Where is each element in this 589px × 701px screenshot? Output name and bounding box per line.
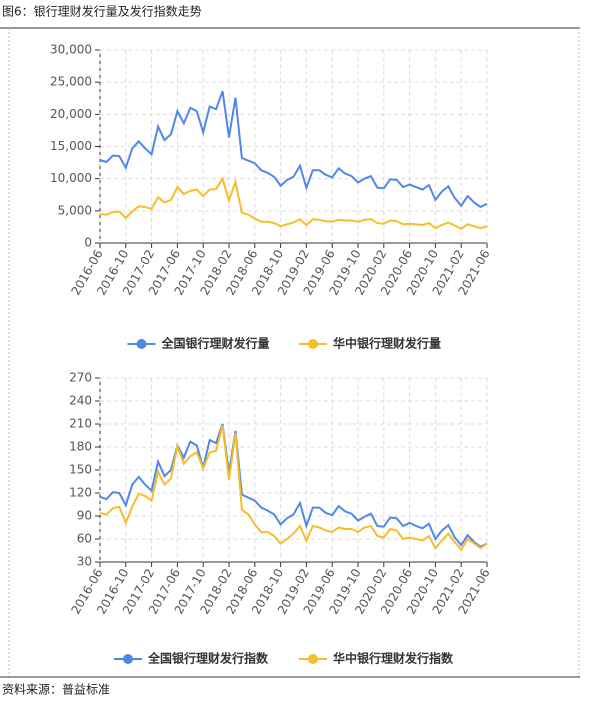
legend-marker — [123, 654, 133, 664]
source-note: 资料来源：普益标准 — [2, 683, 110, 697]
y-tick-label: 270 — [69, 371, 92, 385]
y-tick-label: 30 — [77, 555, 92, 569]
y-tick-label: 90 — [77, 509, 92, 523]
series-line — [99, 176, 488, 231]
figure-title: 图6：银行理财发行量及发行指数走势 — [2, 4, 202, 19]
y-tick-label: 120 — [69, 486, 92, 500]
y-tick-label: 180 — [69, 440, 92, 454]
legend-marker — [308, 654, 318, 664]
legend-label: 全国银行理财发行量 — [161, 336, 270, 351]
y-tick-label: 210 — [69, 417, 92, 431]
y-tick-label: 150 — [69, 463, 92, 477]
y-tick-label: 5,000 — [58, 203, 92, 217]
series-line — [99, 425, 488, 552]
legend-marker — [136, 339, 147, 349]
y-tick-label: 15,000 — [50, 139, 92, 153]
series-line — [99, 90, 488, 209]
series-line — [99, 423, 488, 548]
legend-marker — [308, 339, 318, 349]
legend-label: 全国银行理财发行指数 — [147, 651, 269, 666]
y-tick-label: 0 — [84, 236, 92, 250]
y-tick-label: 60 — [77, 532, 92, 546]
y-tick-label: 30,000 — [50, 43, 92, 57]
y-tick-label: 240 — [69, 394, 92, 408]
legend-label: 华中银行理财发行量 — [333, 336, 441, 351]
y-tick-label: 10,000 — [50, 171, 92, 185]
legend-label: 华中银行理财发行指数 — [333, 651, 454, 666]
y-tick-label: 20,000 — [50, 107, 92, 121]
y-tick-label: 25,000 — [50, 75, 92, 89]
